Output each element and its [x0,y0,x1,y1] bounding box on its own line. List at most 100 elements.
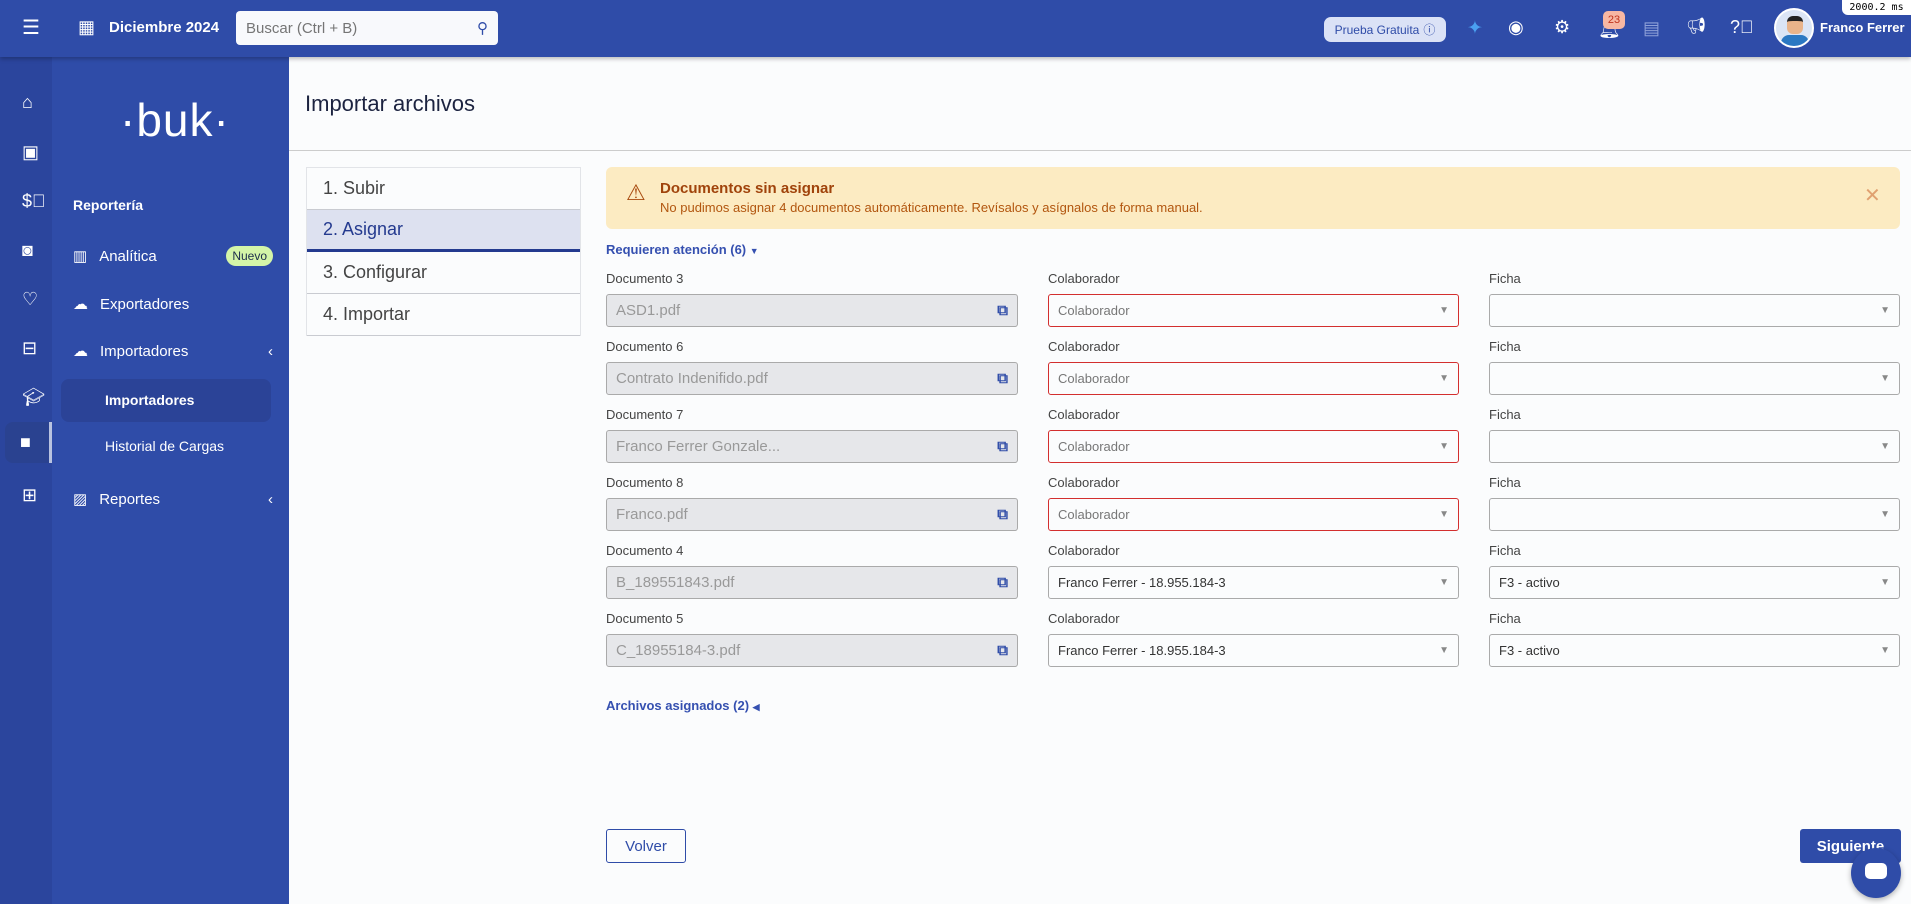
selected-value: Colaborador [1058,507,1130,522]
sidebar-item-importadores[interactable]: ☁ Importadores ‹ [73,342,273,361]
open-external-icon[interactable]: ⧉ [997,438,1008,455]
close-icon[interactable]: ✕ [1864,185,1881,207]
graduation-icon[interactable]: 🎓︎ [22,387,45,407]
colaborador-select[interactable]: Colaborador ▼ [1048,498,1459,531]
ficha-select[interactable]: ▼ [1489,362,1900,395]
stepper: 1. Subir 2. Asignar 3. Configurar 4. Imp… [306,167,581,336]
chevron-left-icon: ‹ [268,342,273,360]
sidebar: ·buk· Reportería ▥ Analítica Nuevo ☁ Expor… [52,57,289,904]
colaborador-select[interactable]: Colaborador ▼ [1048,362,1459,395]
document-file-field: Franco.pdf ⧉ [606,498,1018,531]
dollar-icon[interactable]: $⃝ [22,191,46,211]
ficha-label: Ficha [1489,475,1521,490]
calendar-icon[interactable]: ▦ [78,17,96,37]
sidebar-item-analitica[interactable]: ▥ Analítica Nuevo [73,246,273,266]
ficha-select[interactable]: ▼ [1489,498,1900,531]
caret-down-icon: ▼ [1880,577,1890,588]
colaborador-label: Colaborador [1048,543,1120,558]
colaborador-label: Colaborador [1048,475,1120,490]
step-importar[interactable]: 4. Importar [307,294,580,336]
assigned-label: Archivos asignados (2) [606,698,750,713]
chart-icon: ▥ [73,248,88,265]
item-label: Importadores [105,392,195,408]
caret-down-icon: ▼ [1880,305,1890,316]
report-icon: ▨ [73,491,88,508]
chat-button[interactable] [1851,848,1901,898]
cake-icon[interactable]: ⊟ [22,338,38,358]
megaphone-icon[interactable]: 📢︎ [1686,18,1707,35]
open-external-icon[interactable]: ⧉ [997,642,1008,659]
selected-value: F3 - activo [1499,575,1560,590]
step-subir[interactable]: 1. Subir [307,168,580,210]
search-input[interactable] [246,19,446,37]
ficha-select[interactable]: F3 - activo ▼ [1489,634,1900,667]
document-file-field: Contrato Indenifido.pdf ⧉ [606,362,1018,395]
alert-title: Documentos sin asignar [660,180,835,197]
chat-icon [1865,863,1887,879]
colaborador-select[interactable]: Franco Ferrer - 18.955.184-3 ▼ [1048,634,1459,667]
sidebar-subitem-historial[interactable]: Historial de Cargas [105,438,225,454]
document-label: Documento 5 [606,611,684,626]
ficha-label: Ficha [1489,407,1521,422]
trial-label: Prueba Gratuita [1334,22,1420,37]
attention-toggle[interactable]: Requieren atención (6) ▼ [606,242,759,257]
attention-label: Requieren atención (6) [606,242,747,257]
step-asignar[interactable]: 2. Asignar [307,210,580,252]
open-external-icon[interactable]: ⧉ [997,506,1008,523]
rail-item-files-active[interactable]: ■ [5,422,52,463]
file-name: Franco Ferrer Gonzale... [616,438,781,455]
ficha-select[interactable]: ▼ [1489,294,1900,327]
clipboard-clock-icon[interactable]: ▣ [22,142,40,162]
step-configurar[interactable]: 3. Configurar [307,252,580,294]
colaborador-select[interactable]: Franco Ferrer - 18.955.184-3 ▼ [1048,566,1459,599]
file-name: B_189551843.pdf [616,574,735,591]
selected-value: Franco Ferrer - 18.955.184-3 [1058,643,1226,658]
notification-count: 23 [1603,11,1625,29]
ficha-select[interactable]: F3 - activo ▼ [1489,566,1900,599]
search-icon[interactable]: ⚲ [477,20,488,37]
avatar[interactable] [1774,8,1814,48]
file-name: C_18955184-3.pdf [616,642,741,659]
trial-badge[interactable]: Prueba Gratuita ⓘ [1324,17,1446,42]
colaborador-select[interactable]: Colaborador ▼ [1048,294,1459,327]
gear-icon[interactable]: ⚙ [1554,17,1571,37]
document-file-field: C_18955184-3.pdf ⧉ [606,634,1018,667]
page-title: Importar archivos [305,91,475,116]
divider [289,150,1911,151]
file-name: Contrato Indenifido.pdf [616,370,768,387]
item-label: Analítica [99,247,157,265]
user-name[interactable]: Franco Ferrer [1820,20,1905,35]
hand-heart-icon[interactable]: ♡ [22,289,39,309]
search-box[interactable]: ⚲ [236,11,498,45]
ficha-select[interactable]: ▼ [1489,430,1900,463]
info-icon: ⓘ [1423,23,1436,37]
sparkle-icon[interactable]: ✦ [1467,18,1483,39]
open-external-icon[interactable]: ⧉ [997,574,1008,591]
open-external-icon[interactable]: ⧉ [997,302,1008,319]
file-name: Franco.pdf [616,506,688,523]
item-label: Reportes [99,490,161,508]
section-title: Reportería [73,197,144,213]
open-external-icon[interactable]: ⧉ [997,370,1008,387]
sidebar-item-reportes[interactable]: ▨ Reportes ‹ [73,490,273,509]
date-selector[interactable]: Diciembre 2024 [109,19,220,36]
menu-icon[interactable]: ☰ [22,17,40,39]
sidebar-subitem-importadores-active[interactable]: Importadores [61,379,271,422]
assigned-toggle[interactable]: Archivos asignados (2) ◀ [606,698,760,713]
store-icon[interactable]: ⊞ [22,485,38,505]
sidebar-item-exportadores[interactable]: ☁ Exportadores [73,295,189,314]
colaborador-label: Colaborador [1048,271,1120,286]
document-icon[interactable]: ▤ [1643,18,1661,38]
timer-readout: 2000.2 ms [1842,0,1911,15]
home-icon[interactable]: ⌂ [22,92,33,112]
document-label: Documento 8 [606,475,684,490]
colaborador-select[interactable]: Colaborador ▼ [1048,430,1459,463]
selected-value: Colaborador [1058,371,1130,386]
help-icon[interactable]: ?⃝ [1730,17,1754,37]
colaborador-label: Colaborador [1048,339,1120,354]
colaborador-label: Colaborador [1048,611,1120,626]
eye-icon[interactable]: ◉ [1508,17,1524,37]
back-button[interactable]: Volver [606,829,686,863]
ficha-label: Ficha [1489,543,1521,558]
timer-icon[interactable]: ◙ [22,240,33,260]
